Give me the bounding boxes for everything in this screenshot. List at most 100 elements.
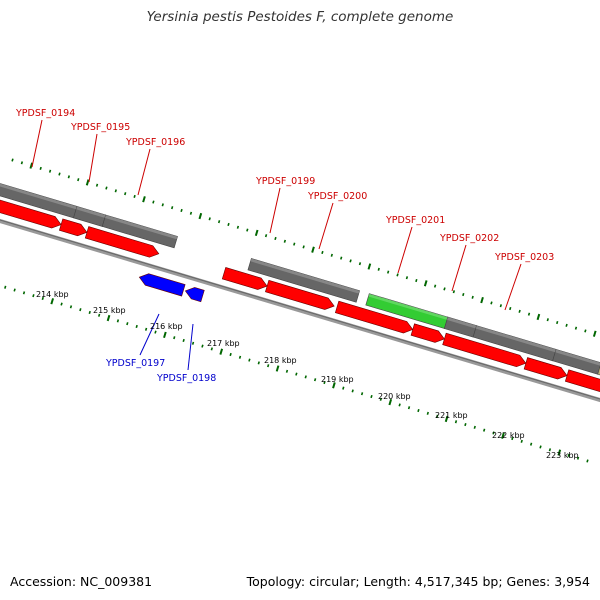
lower-tick: [313, 378, 317, 382]
cds-arrows: [0, 197, 600, 398]
lower-tick: [436, 414, 439, 418]
lower-tick: [116, 319, 120, 323]
cds-arrow-reverse-shape: [138, 273, 186, 297]
lower-tick: [97, 313, 101, 317]
lower-tick: [173, 336, 176, 340]
upper-tick: [302, 245, 305, 249]
upper-tick: [367, 263, 372, 270]
upper-tick: [67, 175, 71, 179]
gene-label-ypdsf-0200[interactable]: YPDSF_0200: [307, 191, 367, 202]
upper-tick: [480, 296, 484, 304]
lower-tick: [576, 456, 580, 460]
gene-bar-highlight: [104, 214, 178, 240]
lower-tick: [257, 361, 260, 365]
lower-tick: [529, 442, 533, 446]
cds-arrow-forward: [564, 369, 600, 398]
upper-tick: [114, 189, 117, 193]
gene-label-ypdsf-0203[interactable]: YPDSF_0203: [494, 252, 554, 263]
upper-tick: [556, 320, 559, 325]
label-leaders: [31, 119, 522, 371]
gene-label-ypdsf-0195[interactable]: YPDSF_0195: [70, 122, 130, 133]
lower-tick: [163, 331, 167, 339]
lower-tick: [407, 406, 411, 410]
lower-tick: [557, 449, 562, 456]
lower-tick: [106, 314, 111, 322]
accession-text: Accession: NC_009381: [10, 574, 153, 589]
upper-tick: [208, 217, 211, 221]
gene-bar-highlight: [555, 349, 600, 366]
upper-tick: [423, 280, 428, 287]
lower-tick: [332, 382, 336, 389]
cds-arrow-forward-shape: [523, 357, 568, 380]
lower-tick: [444, 415, 449, 423]
lower-tick: [79, 308, 82, 312]
gene-bar-body: [101, 214, 178, 249]
leader-line: [31, 119, 43, 168]
gene-bar-green-highlight: [368, 293, 448, 320]
upper-tick: [311, 246, 315, 253]
upper-tick: [198, 212, 203, 220]
lower-tick: [351, 389, 354, 393]
gene-labels: YPDSF_0194 YPDSF_0195 YPDSF_0196 YPDSF_0…: [15, 108, 554, 384]
lower-tick: [238, 355, 242, 359]
lower-tick: [454, 420, 458, 424]
cds-arrow-forward-shape: [84, 226, 160, 258]
lower-tick: [370, 394, 373, 399]
gene-label-ypdsf-0202[interactable]: YPDSF_0202: [439, 233, 499, 244]
lower-tick: [144, 327, 148, 331]
lower-tick: [483, 428, 486, 432]
upper-tick: [142, 196, 146, 203]
gene-bar-tan: [597, 362, 600, 385]
gene-bar-tan-body: [597, 362, 600, 385]
cds-arrow-forward: [265, 279, 335, 310]
leader-line: [269, 187, 281, 234]
kbp-label-222: 222 kbp: [492, 431, 525, 440]
cds-arrow-forward-shape: [334, 300, 414, 334]
lower-tick: [379, 397, 383, 401]
cds-arrow-forward: [410, 323, 445, 343]
kbp-label-216: 216 kbp: [150, 322, 183, 331]
lower-tick: [69, 305, 73, 309]
map-title: Yersinia pestis Pestoides F, complete ge…: [146, 9, 454, 25]
gene-label-ypdsf-0199[interactable]: YPDSF_0199: [255, 176, 315, 187]
upper-tick: [386, 270, 390, 274]
upper-tick: [217, 220, 221, 224]
cds-arrow-forward: [523, 357, 568, 380]
leader-line: [318, 202, 334, 250]
leader-line: [139, 313, 160, 356]
lower-tick: [548, 448, 552, 452]
lower-tick: [323, 380, 326, 385]
lower-tick: [539, 445, 542, 449]
gene-label-ypdsf-0196[interactable]: YPDSF_0196: [125, 137, 185, 148]
upper-tick: [358, 262, 362, 266]
gene-label-ypdsf-0194[interactable]: YPDSF_0194: [15, 108, 75, 119]
gene-label-ypdsf-0198[interactable]: YPDSF_0198: [156, 373, 216, 384]
leader-line: [187, 323, 194, 371]
cds-arrow-reverse: [184, 287, 205, 303]
cds-arrow-forward: [84, 226, 160, 258]
lower-tick: [586, 459, 589, 463]
kbp-labels: 214 kbp 215 kbp 216 kbp 217 kbp 218 kbp …: [36, 290, 579, 460]
kbp-label-223: 223 kbp: [546, 451, 579, 460]
gene-bar: [101, 214, 178, 249]
lower-tick: [32, 294, 35, 298]
upper-tick: [180, 208, 183, 213]
upper-tick: [236, 225, 240, 229]
gene-label-ypdsf-0201[interactable]: YPDSF_0201: [385, 215, 445, 226]
cds-arrow-forward: [442, 332, 527, 368]
lower-tick: [342, 386, 345, 390]
lower-tick: [210, 347, 214, 351]
gene-label-ypdsf-0197[interactable]: YPDSF_0197: [105, 358, 165, 369]
upper-tick: [330, 253, 333, 257]
upper-tick: [105, 186, 108, 190]
kbp-label-218: 218 kbp: [264, 356, 297, 365]
gene-bar: [443, 316, 477, 338]
gene-bar-highlight: [475, 325, 557, 353]
cds-arrow-forward-shape: [410, 323, 445, 343]
lower-tick: [398, 403, 401, 407]
cds-arrow-forward: [221, 267, 268, 290]
upper-tick: [170, 206, 174, 210]
leader-line: [88, 133, 98, 183]
leader-line: [504, 263, 522, 311]
